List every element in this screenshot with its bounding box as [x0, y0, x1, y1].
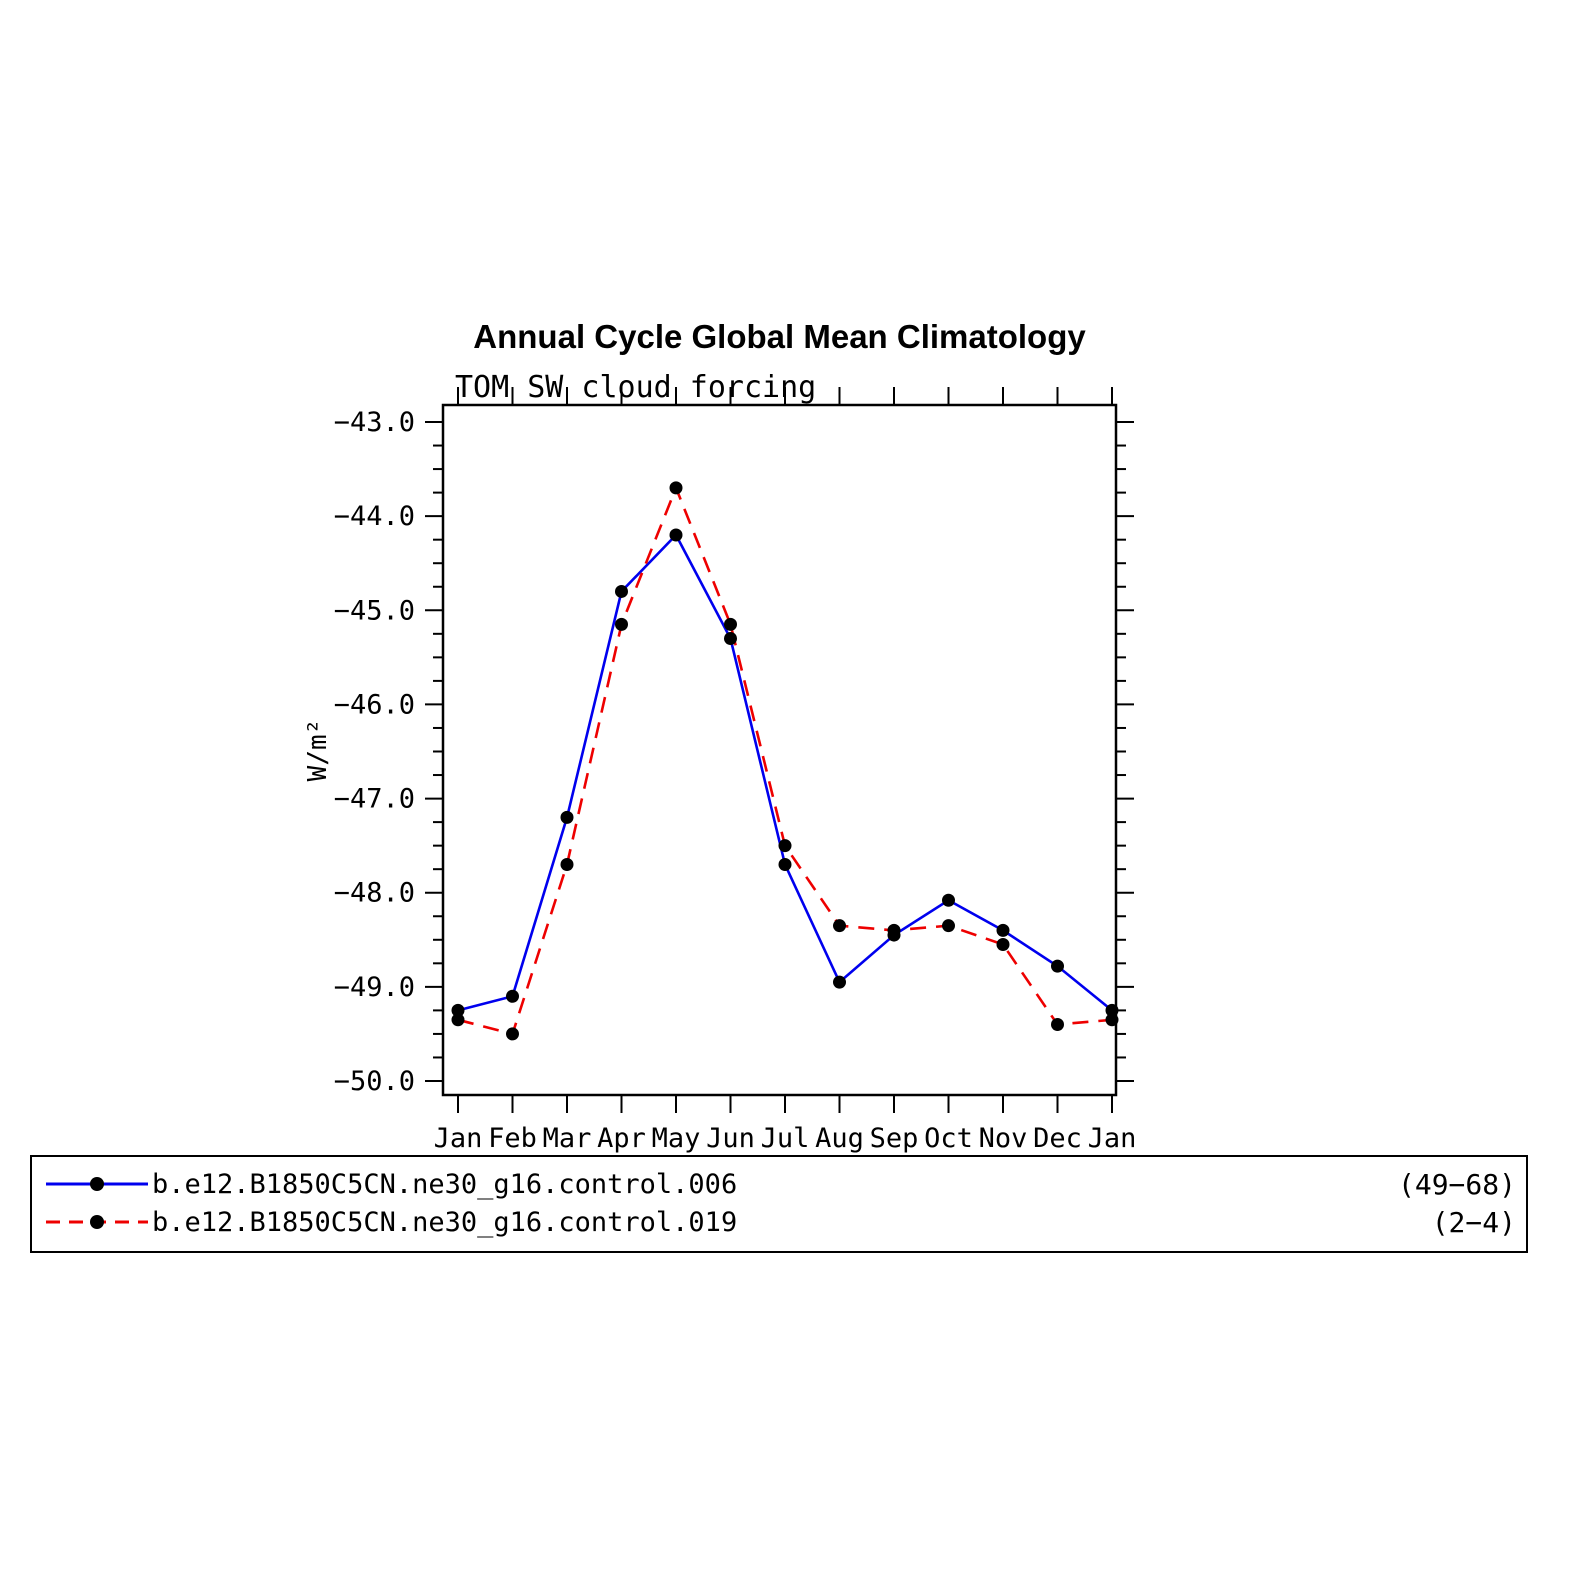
legend-label-series-019: b.e12.B1850C5CN.ne30_g16.control.019	[152, 1206, 738, 1238]
axis-tick-labels: −43.0 −44.0 −45.0 −46.0 −47.0 −48.0 −49.0 −50.0…	[334, 407, 1137, 1154]
x-tick-label: Aug	[815, 1123, 864, 1154]
legend-line-sample-blue-solid	[46, 1177, 148, 1191]
data-point-marker	[669, 481, 683, 495]
chart-title: Annual Cycle Global Mean Climatology	[473, 318, 1086, 355]
x-tick-label: Oct	[924, 1123, 973, 1154]
x-tick-label: Jan	[1088, 1123, 1137, 1154]
legend-row-series-006: b.e12.B1850C5CN.ne30_g16.control.006 (49…	[32, 1165, 1526, 1203]
y-tick-label: −48.0	[334, 878, 415, 909]
series-line-0	[457, 532, 1113, 1012]
data-point-marker	[996, 923, 1010, 937]
data-point-marker	[942, 893, 955, 907]
data-point-marker	[724, 617, 737, 631]
y-tick-label: −50.0	[334, 1066, 415, 1097]
legend-line-sample-red-dashed	[46, 1215, 148, 1229]
legend-label-series-006: b.e12.B1850C5CN.ne30_g16.control.006	[152, 1168, 738, 1200]
x-tick-label: Sep	[870, 1123, 919, 1154]
x-tick-label: Nov	[979, 1123, 1028, 1154]
x-tick-label: Apr	[597, 1123, 646, 1154]
x-tick-label: Dec	[1033, 1123, 1082, 1154]
legend-range-series-019: (2−4)	[1431, 1205, 1516, 1239]
x-tick-label: May	[652, 1123, 701, 1154]
data-point-marker	[560, 810, 574, 824]
data-point-marker	[1051, 1018, 1064, 1032]
y-tick-label: −47.0	[334, 784, 415, 815]
legend-box: b.e12.B1850C5CN.ne30_g16.control.006 (49…	[30, 1155, 1528, 1253]
data-point-marker	[833, 919, 846, 933]
axis-ticks	[425, 387, 1134, 1113]
data-point-marker	[451, 1003, 465, 1017]
legend-sample-marker	[90, 1215, 104, 1229]
data-point-marker	[506, 1027, 519, 1041]
y-tick-label: −43.0	[334, 407, 415, 438]
legend-sample-marker	[90, 1177, 104, 1191]
x-tick-label: Feb	[488, 1123, 537, 1154]
data-point-marker	[996, 937, 1010, 951]
y-tick-label: −46.0	[334, 689, 415, 720]
legend-row-series-019: b.e12.B1850C5CN.ne30_g16.control.019 (2−…	[32, 1203, 1526, 1241]
x-tick-label: Jul	[761, 1123, 810, 1154]
series-line-1	[457, 484, 1113, 1036]
chart-subtitle: TOM SW cloud forcing	[455, 370, 817, 405]
data-point-marker	[1105, 1013, 1119, 1027]
data-point-marker	[942, 919, 955, 933]
plot-border	[441, 403, 1118, 1097]
x-tick-label: Jun	[706, 1123, 755, 1154]
y-tick-label: −49.0	[334, 972, 415, 1003]
data-point-marker	[833, 975, 846, 989]
x-tick-label: Jan	[434, 1123, 483, 1154]
data-point-marker	[451, 1013, 465, 1027]
data-point-marker	[1051, 959, 1064, 973]
data-point-marker	[506, 989, 519, 1003]
data-point-marker	[669, 528, 683, 542]
data-point-marker	[615, 617, 628, 631]
data-point-marker	[560, 857, 574, 871]
x-tick-label: Mar	[543, 1123, 592, 1154]
data-point-marker	[778, 839, 792, 853]
data-point-marker	[615, 584, 628, 598]
legend-range-series-006: (49−68)	[1397, 1167, 1516, 1201]
y-tick-label: −44.0	[334, 501, 415, 532]
data-point-marker	[1105, 1003, 1119, 1017]
data-point-marker	[724, 632, 737, 646]
data-point-marker	[778, 857, 792, 871]
y-tick-label: −45.0	[334, 595, 415, 626]
data-point-marker	[887, 923, 901, 937]
